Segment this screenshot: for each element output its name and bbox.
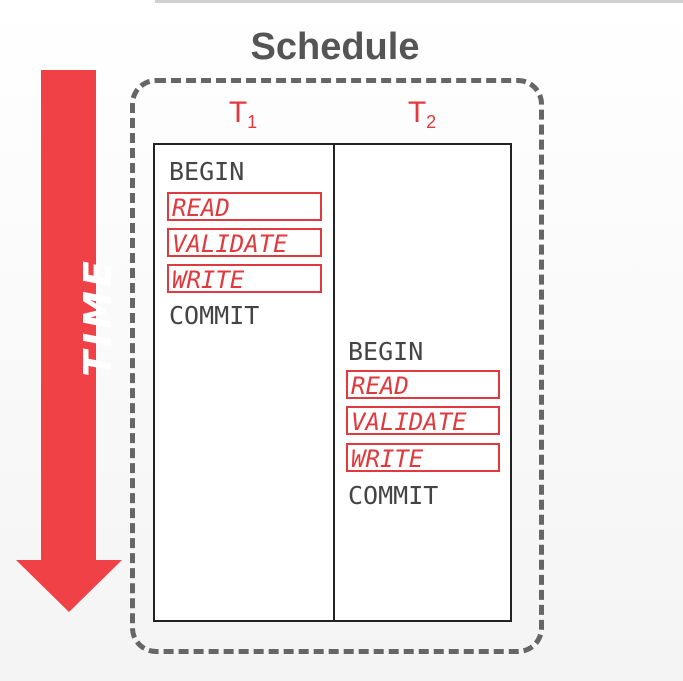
txn-label-t1: T1 [228,96,258,132]
schedule-table: BEGIN READ VALIDATE WRITE COMMIT BEGIN R… [153,143,512,622]
t2-begin: BEGIN [348,337,424,366]
diagram-title: Schedule [250,26,420,68]
t1-begin: BEGIN [169,157,245,186]
t1-validate-phase: VALIDATE [167,228,322,257]
t2-validate-phase: VALIDATE [346,406,500,435]
t2-commit: COMMIT [348,481,439,510]
top-rule [155,0,683,3]
t2-write-phase: WRITE [346,443,500,472]
t1-commit: COMMIT [169,301,260,330]
time-label: TIME [76,257,120,377]
txn-label-t2: T2 [407,96,437,132]
t2-read-phase: READ [346,370,500,399]
t1-read-phase: READ [167,192,322,221]
column-divider [333,145,335,620]
schedule-box [130,78,544,654]
t1-write-phase: WRITE [167,264,322,293]
